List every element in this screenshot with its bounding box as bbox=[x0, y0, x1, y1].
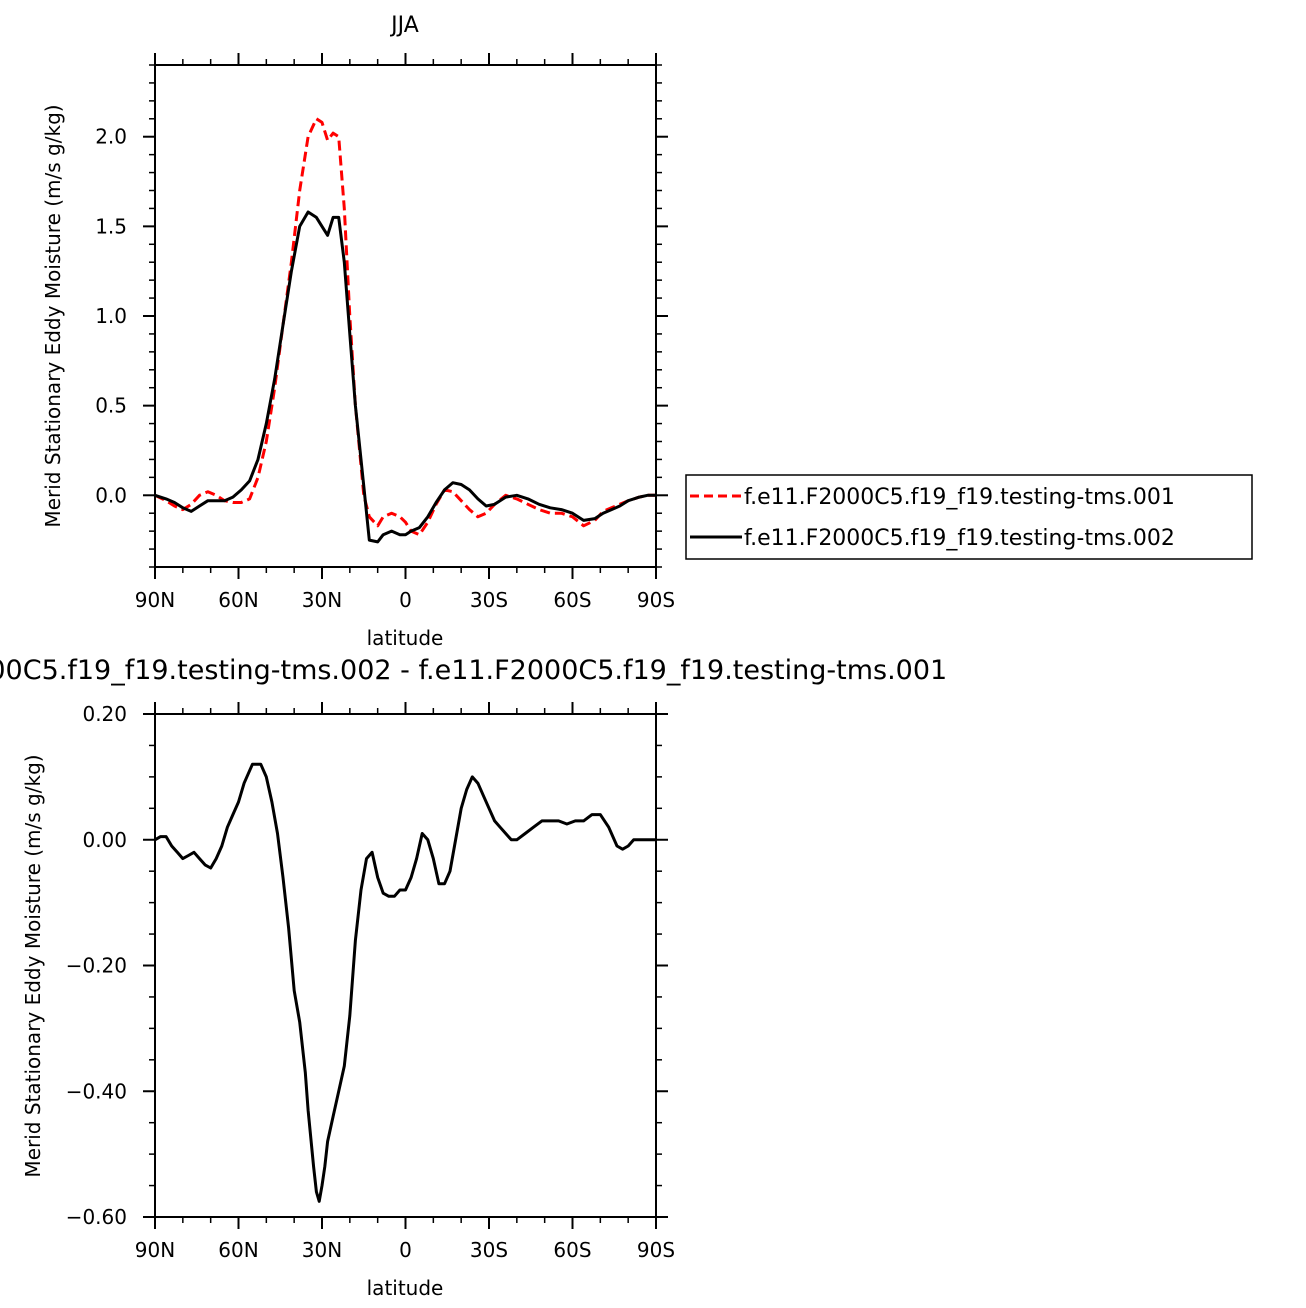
bottom-series-line-1 bbox=[154, 762, 656, 1203]
bottom-x-tick-label: 0 bbox=[399, 1238, 412, 1262]
top-x-tick-label: 30S bbox=[470, 588, 508, 612]
bottom-plot-frame bbox=[154, 713, 657, 1218]
bottom-y-axis-label: Merid Stationary Eddy Moisture (m/s g/kg… bbox=[21, 754, 45, 1177]
top-x-tick-label: 60S bbox=[553, 588, 591, 612]
top-x-axis-label: latitude bbox=[367, 626, 444, 650]
bottom-series-group bbox=[154, 762, 656, 1203]
legend: f.e11.F2000C5.f19_f19.testing-tms.001 f.… bbox=[685, 474, 1253, 560]
top-x-tick-label: 60N bbox=[218, 588, 258, 612]
top-y-tick-label: 2.0 bbox=[95, 125, 127, 149]
bottom-x-tick-label: 30N bbox=[302, 1238, 342, 1262]
bottom-x-tick-label: 90S bbox=[637, 1238, 675, 1262]
top-x-tick-label: 0 bbox=[399, 588, 412, 612]
top-series-group bbox=[154, 117, 656, 544]
top-ticks: 90N 60N 30N 0 30S 60S 90S 0.0 0.5 1.0 1.5 2.0 bbox=[95, 53, 675, 612]
top-plot-frame bbox=[154, 64, 657, 568]
legend-label-001: f.e11.F2000C5.f19_f19.testing-tms.001 bbox=[744, 485, 1175, 510]
top-x-tick-label: 90S bbox=[637, 588, 675, 612]
top-series-line-1 bbox=[154, 117, 656, 537]
top-x-tick-label: 30N bbox=[302, 588, 342, 612]
bottom-y-tick-label: −0.60 bbox=[66, 1205, 127, 1229]
bottom-panel: f.e11.F2000C5.f19_f19.testing-tms.002 - … bbox=[0, 655, 947, 1300]
bottom-x-tick-label: 60N bbox=[218, 1238, 258, 1262]
bottom-x-tick-label: 60S bbox=[553, 1238, 591, 1262]
top-title: JJA bbox=[389, 13, 419, 38]
bottom-y-tick-label: 0.20 bbox=[82, 702, 127, 726]
top-y-tick-label: 1.0 bbox=[95, 304, 127, 328]
bottom-ticks: 90N 60N 30N 0 30S 60S 90S 0.20 0.00 −0.20 −0.40 −0.… bbox=[66, 702, 675, 1262]
top-x-tick-label: 90N bbox=[135, 588, 175, 612]
legend-label-002: f.e11.F2000C5.f19_f19.testing-tms.002 bbox=[744, 526, 1175, 551]
bottom-x-axis-label: latitude bbox=[367, 1276, 444, 1300]
bottom-x-tick-label: 30S bbox=[470, 1238, 508, 1262]
top-series-line-2 bbox=[154, 210, 656, 544]
bottom-y-tick-label: −0.20 bbox=[66, 954, 127, 978]
bottom-title: f.e11.F2000C5.f19_f19.testing-tms.002 - … bbox=[0, 655, 947, 686]
top-y-axis-label: Merid Stationary Eddy Moisture (m/s g/kg… bbox=[41, 104, 65, 527]
bottom-y-tick-label: −0.40 bbox=[66, 1079, 127, 1103]
legend-box bbox=[685, 474, 1253, 560]
top-panel: JJA 90N 60N 30N 0 30S 60S 90S 0.0 0.5 1.0 1.5 2.0 l… bbox=[41, 13, 675, 650]
top-y-tick-label: 1.5 bbox=[95, 214, 127, 238]
bottom-x-tick-label: 90N bbox=[135, 1238, 175, 1262]
top-y-tick-label: 0.5 bbox=[95, 394, 127, 418]
bottom-y-tick-label: 0.00 bbox=[82, 828, 127, 852]
top-y-tick-label: 0.0 bbox=[95, 483, 127, 507]
